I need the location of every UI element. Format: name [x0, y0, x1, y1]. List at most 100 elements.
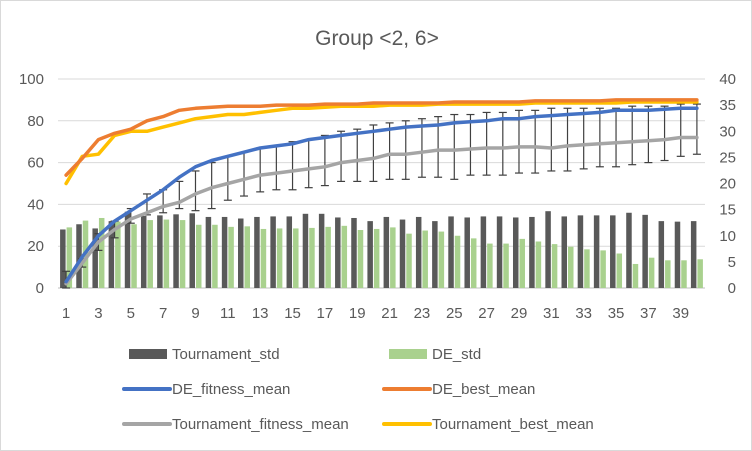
legend-label: DE_std — [432, 346, 481, 363]
bar-DE_std — [470, 238, 477, 288]
bar-DE_std — [568, 246, 574, 288]
x-tick-label: 37 — [640, 305, 657, 322]
bar-DE_std — [147, 220, 153, 288]
bar-Tournament_std — [464, 217, 470, 288]
x-tick-label: 31 — [543, 305, 560, 322]
y-right-tick-label: 35 — [719, 97, 736, 114]
bar-DE_std — [357, 230, 364, 288]
error-bar — [644, 105, 653, 164]
bar-Tournament_std — [367, 221, 373, 288]
bar-Tournament_std — [415, 216, 422, 288]
error-bar — [612, 107, 621, 168]
error-bar — [563, 107, 572, 172]
error-bar — [304, 139, 313, 189]
bar-DE_std — [697, 259, 703, 288]
bar-Tournament_std — [302, 213, 309, 288]
y-left-tick-label: 100 — [19, 71, 44, 88]
legend-item: DE_best_mean — [382, 381, 535, 398]
error-bar — [450, 113, 459, 180]
bar-Tournament_std — [318, 213, 325, 288]
bar-Tournament_std — [496, 216, 503, 288]
line-Tournament_best_mean — [64, 100, 699, 186]
bar-Tournament_std — [529, 216, 535, 288]
bar-DE_std — [179, 220, 186, 288]
y-right-tick-label: 40 — [719, 71, 736, 88]
x-tick-label: 15 — [284, 305, 301, 322]
legend-item: Tournament_best_mean — [382, 416, 594, 433]
bar-Tournament_std — [173, 214, 179, 288]
error-bar — [385, 122, 394, 180]
error-bar — [595, 107, 604, 168]
bar-Tournament_std — [140, 215, 147, 288]
bar-DE_std — [535, 241, 542, 288]
bar-Tournament_std — [432, 221, 438, 288]
error-bar — [498, 111, 507, 176]
bar-DE_std — [681, 260, 687, 288]
y-left-tick-label: 80 — [27, 113, 44, 130]
bar-DE_std — [195, 224, 202, 288]
bar-DE_std — [519, 238, 525, 288]
bar-DE_std — [66, 227, 73, 288]
line-DE_best_mean — [64, 98, 699, 177]
error-bar — [514, 109, 523, 174]
bar-Tournament_std — [448, 216, 454, 288]
bar-Tournament_std — [205, 216, 212, 288]
error-bar — [676, 103, 685, 157]
bar-Tournament_std — [593, 215, 600, 288]
bar-Tournament_std — [512, 217, 519, 288]
error-bar — [401, 120, 410, 180]
bar-Tournament_std — [76, 224, 82, 288]
legend-label: Tournament_best_mean — [432, 416, 594, 433]
bar-Tournament_std — [658, 221, 665, 288]
bar-DE_std — [551, 244, 558, 288]
x-tick-label: 11 — [220, 305, 236, 322]
line-Tournament_fitness_mean — [64, 135, 699, 286]
y-right-tick-label: 25 — [719, 149, 736, 166]
legend-item: DE_fitness_mean — [122, 381, 290, 398]
error-bar — [272, 145, 281, 191]
legend-layer: Tournament_std DE_std DE_fitness_mean DE_be… — [122, 346, 594, 433]
bar-Tournament_std — [157, 215, 163, 288]
x-tick-label: 9 — [191, 305, 199, 322]
bar-Tournament_std — [124, 211, 131, 288]
bar-layer — [60, 211, 703, 288]
legend-label: Tournament_std — [172, 346, 280, 363]
bar-Tournament_std — [60, 229, 66, 288]
bar-Tournament_std — [189, 213, 195, 288]
line-DE_fitness_mean — [64, 106, 699, 284]
x-tick-label: 13 — [252, 305, 269, 322]
bar-DE_std — [276, 228, 283, 288]
legend-label: DE_fitness_mean — [172, 381, 290, 398]
error-bar — [531, 109, 540, 174]
y-left-tick-label: 40 — [27, 196, 44, 213]
bar-DE_std — [309, 227, 315, 288]
bar-DE_std — [341, 225, 348, 288]
y-right-tick-label: 10 — [719, 228, 736, 245]
bar-DE_std — [244, 226, 251, 288]
x-tick-label: 35 — [608, 305, 625, 322]
x-tick-label: 27 — [478, 305, 495, 322]
y-left-tick-label: 20 — [27, 238, 44, 255]
bar-DE_std — [487, 243, 493, 288]
legend-item: Tournament_std — [129, 346, 280, 363]
bar-DE_std — [454, 235, 461, 288]
bar-DE_std — [600, 250, 606, 288]
x-tick-label: 25 — [446, 305, 463, 322]
error-bar — [191, 170, 200, 212]
error-bar — [256, 147, 265, 193]
error-bar — [692, 103, 701, 155]
bar-DE_std — [98, 217, 105, 288]
bar-Tournament_std — [626, 212, 632, 288]
bar-DE_std — [616, 253, 623, 288]
x-tick-label: 39 — [672, 305, 689, 322]
bar-DE_std — [131, 224, 137, 288]
x-tick-label: 21 — [381, 305, 398, 322]
legend-swatch — [129, 349, 167, 359]
legend-swatch — [389, 349, 427, 359]
x-tick-label: 33 — [575, 305, 592, 322]
bar-Tournament_std — [674, 221, 681, 288]
bar-DE_std — [373, 228, 380, 288]
error-bar — [320, 134, 329, 187]
bar-DE_std — [293, 228, 299, 288]
